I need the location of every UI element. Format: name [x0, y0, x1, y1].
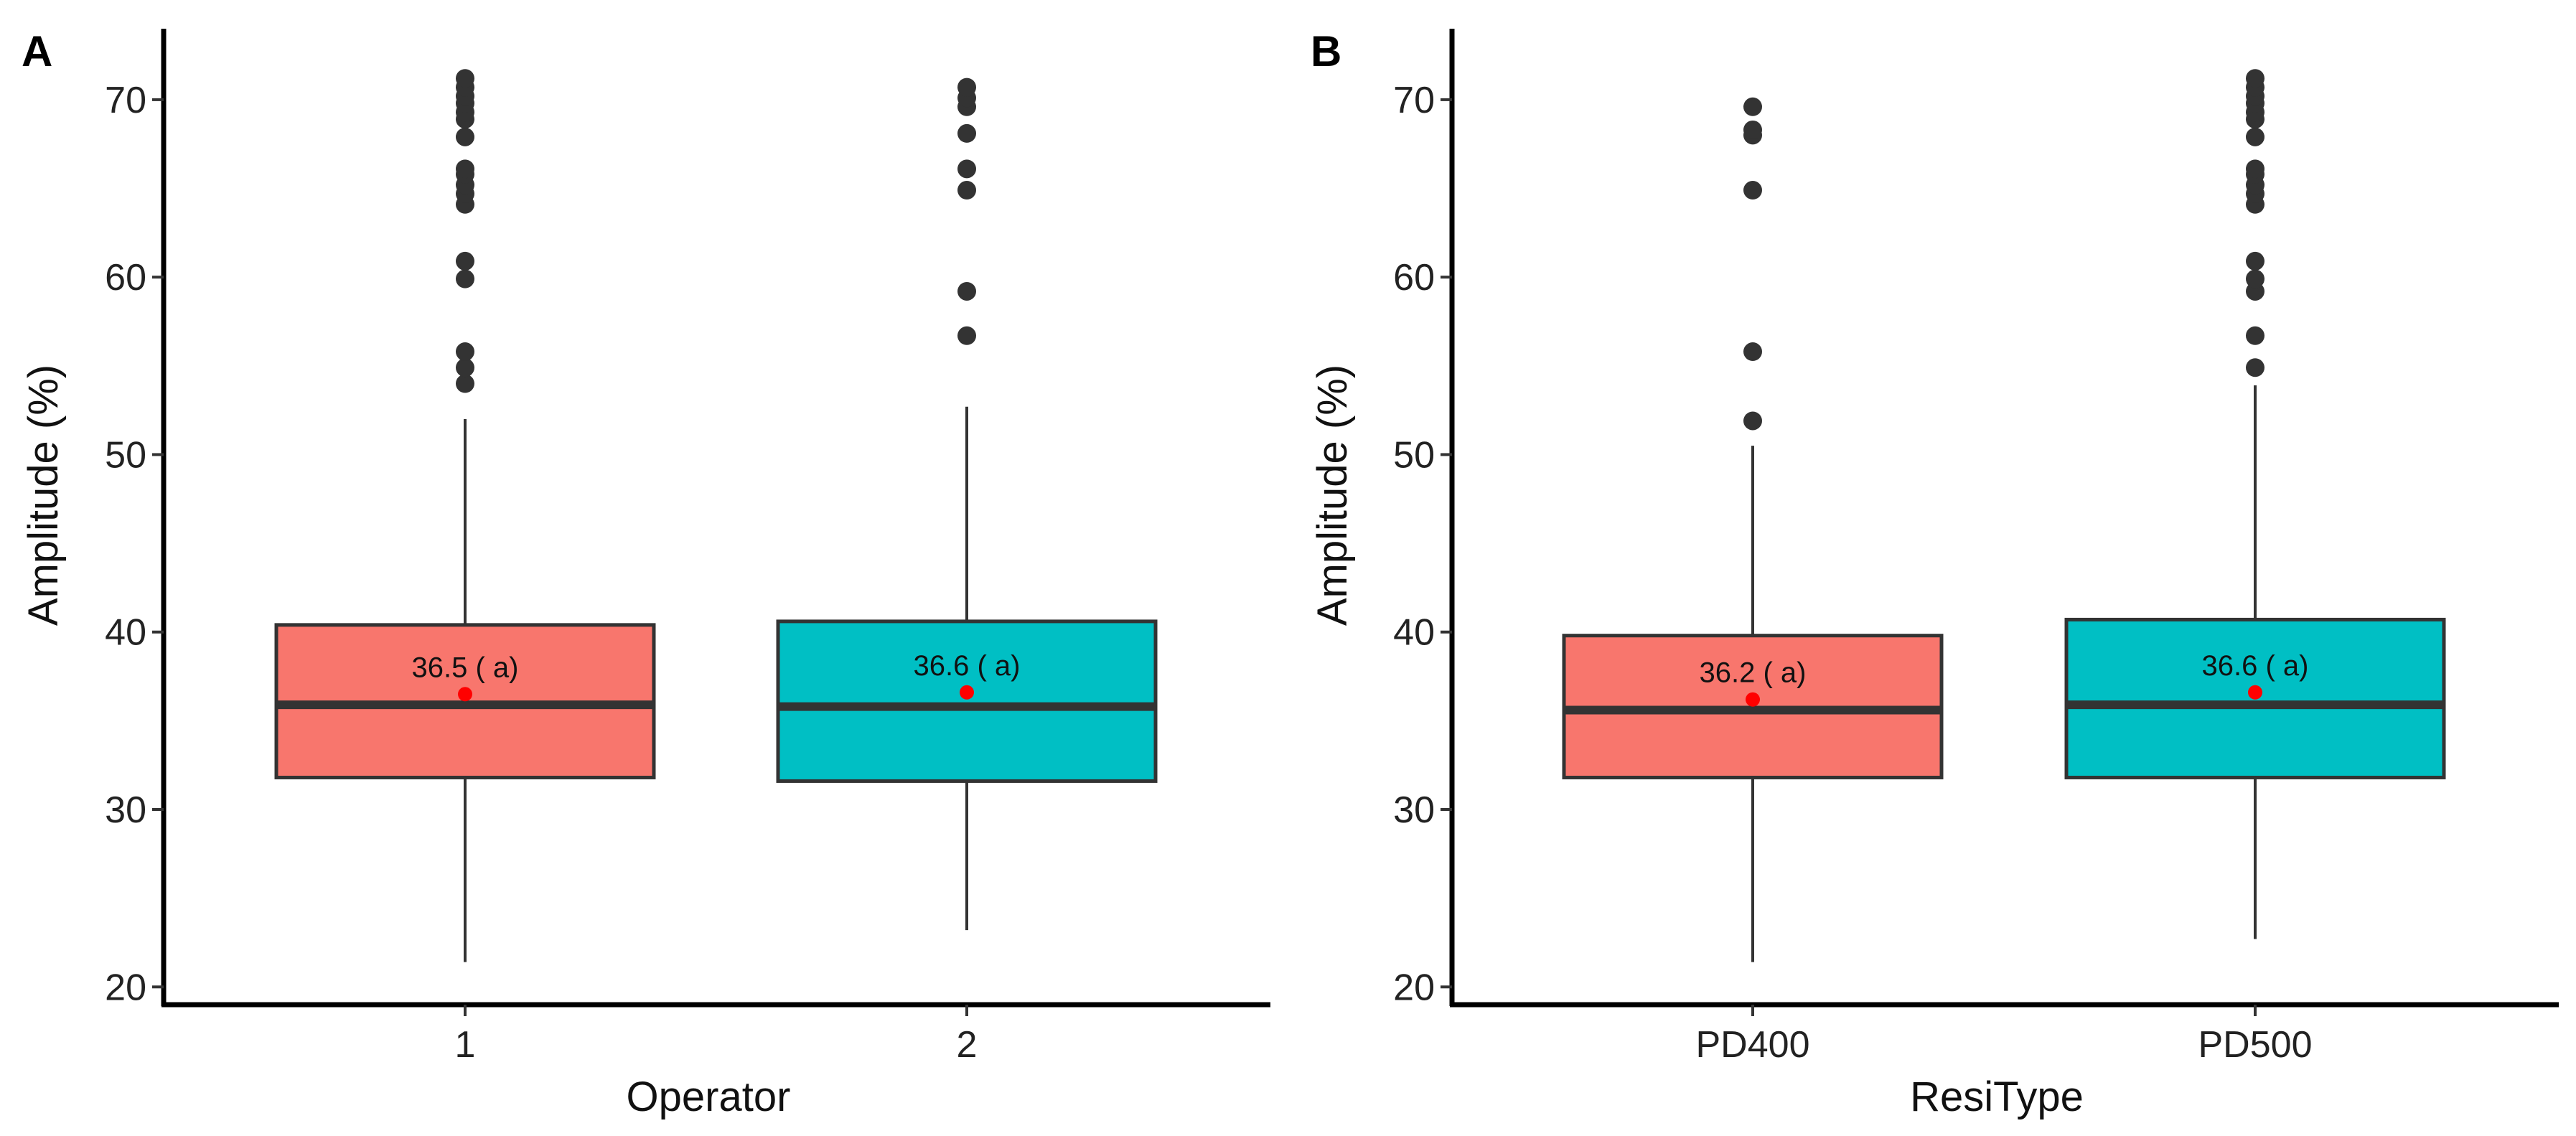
outlier-point	[2246, 127, 2264, 146]
outlier-point	[1743, 181, 1762, 200]
outlier-point	[2246, 159, 2264, 179]
y-tick-label: 70	[1393, 80, 1435, 121]
mean-point	[2248, 685, 2262, 700]
y-tick-label: 50	[105, 434, 146, 476]
mean-label: 36.2 ( a)	[1700, 657, 1807, 689]
y-tick-label: 20	[1393, 967, 1435, 1008]
panel-a: A 20 30 40 50 60 70 1 2 Operator Amplitude (%) 36.5…	[20, 27, 1270, 1120]
mean-label: 36.6 ( a)	[2202, 650, 2309, 682]
y-tick-label: 30	[105, 789, 146, 831]
x-axis-title: ResiType	[1910, 1074, 2084, 1120]
outlier-point	[456, 358, 474, 377]
mean-point	[1746, 692, 1760, 707]
y-tick-label: 30	[1393, 789, 1435, 831]
x-tick-label: 2	[957, 1024, 978, 1066]
panel-b: B 20 30 40 50 60 70 PD400 PD500 ResiType Amplitude…	[1309, 27, 2559, 1120]
x-tick-label: PD400	[1696, 1024, 1810, 1066]
y-axis-title: Amplitude (%)	[20, 365, 67, 626]
mean-point	[458, 687, 472, 702]
outlier-point	[957, 159, 976, 179]
outlier-point	[2246, 326, 2264, 345]
y-tick-label: 70	[105, 80, 146, 121]
y-tick-label: 40	[1393, 612, 1435, 654]
outlier-point	[1743, 342, 1762, 362]
outlier-point	[2246, 269, 2264, 288]
outlier-point	[957, 78, 976, 97]
outlier-point	[957, 181, 976, 200]
box-2	[776, 619, 1158, 783]
outlier-point	[456, 269, 474, 288]
outlier-point	[1743, 411, 1762, 431]
mean-point	[960, 685, 974, 700]
y-tick-label: 40	[105, 612, 146, 654]
x-axis-title: Operator	[627, 1074, 791, 1120]
y-tick-label: 20	[105, 967, 146, 1008]
outlier-point	[456, 159, 474, 179]
outlier-point	[2246, 251, 2264, 271]
outlier-point	[456, 251, 474, 271]
mean-label: 36.6 ( a)	[914, 650, 1021, 682]
mean-label: 36.5 ( a)	[412, 652, 519, 683]
panel-label: B	[1311, 27, 1341, 75]
outlier-point	[456, 342, 474, 362]
x-tick-label: 1	[455, 1024, 476, 1066]
outlier-point	[456, 127, 474, 146]
outlier-point	[2246, 69, 2264, 88]
outlier-point	[1743, 97, 1762, 116]
y-axis-title: Amplitude (%)	[1309, 365, 1356, 626]
x-tick-label: PD500	[2198, 1024, 2313, 1066]
outlier-point	[1743, 120, 1762, 139]
outlier-point	[456, 69, 474, 88]
outlier-point	[957, 326, 976, 345]
outlier-point	[957, 123, 976, 143]
outlier-point	[957, 281, 976, 301]
outlier-point	[456, 374, 474, 393]
y-tick-label: 60	[1393, 257, 1435, 299]
outlier-point	[2246, 358, 2264, 377]
y-tick-label: 50	[1393, 434, 1435, 476]
y-tick-label: 60	[105, 257, 146, 299]
panel-label: A	[22, 27, 52, 75]
